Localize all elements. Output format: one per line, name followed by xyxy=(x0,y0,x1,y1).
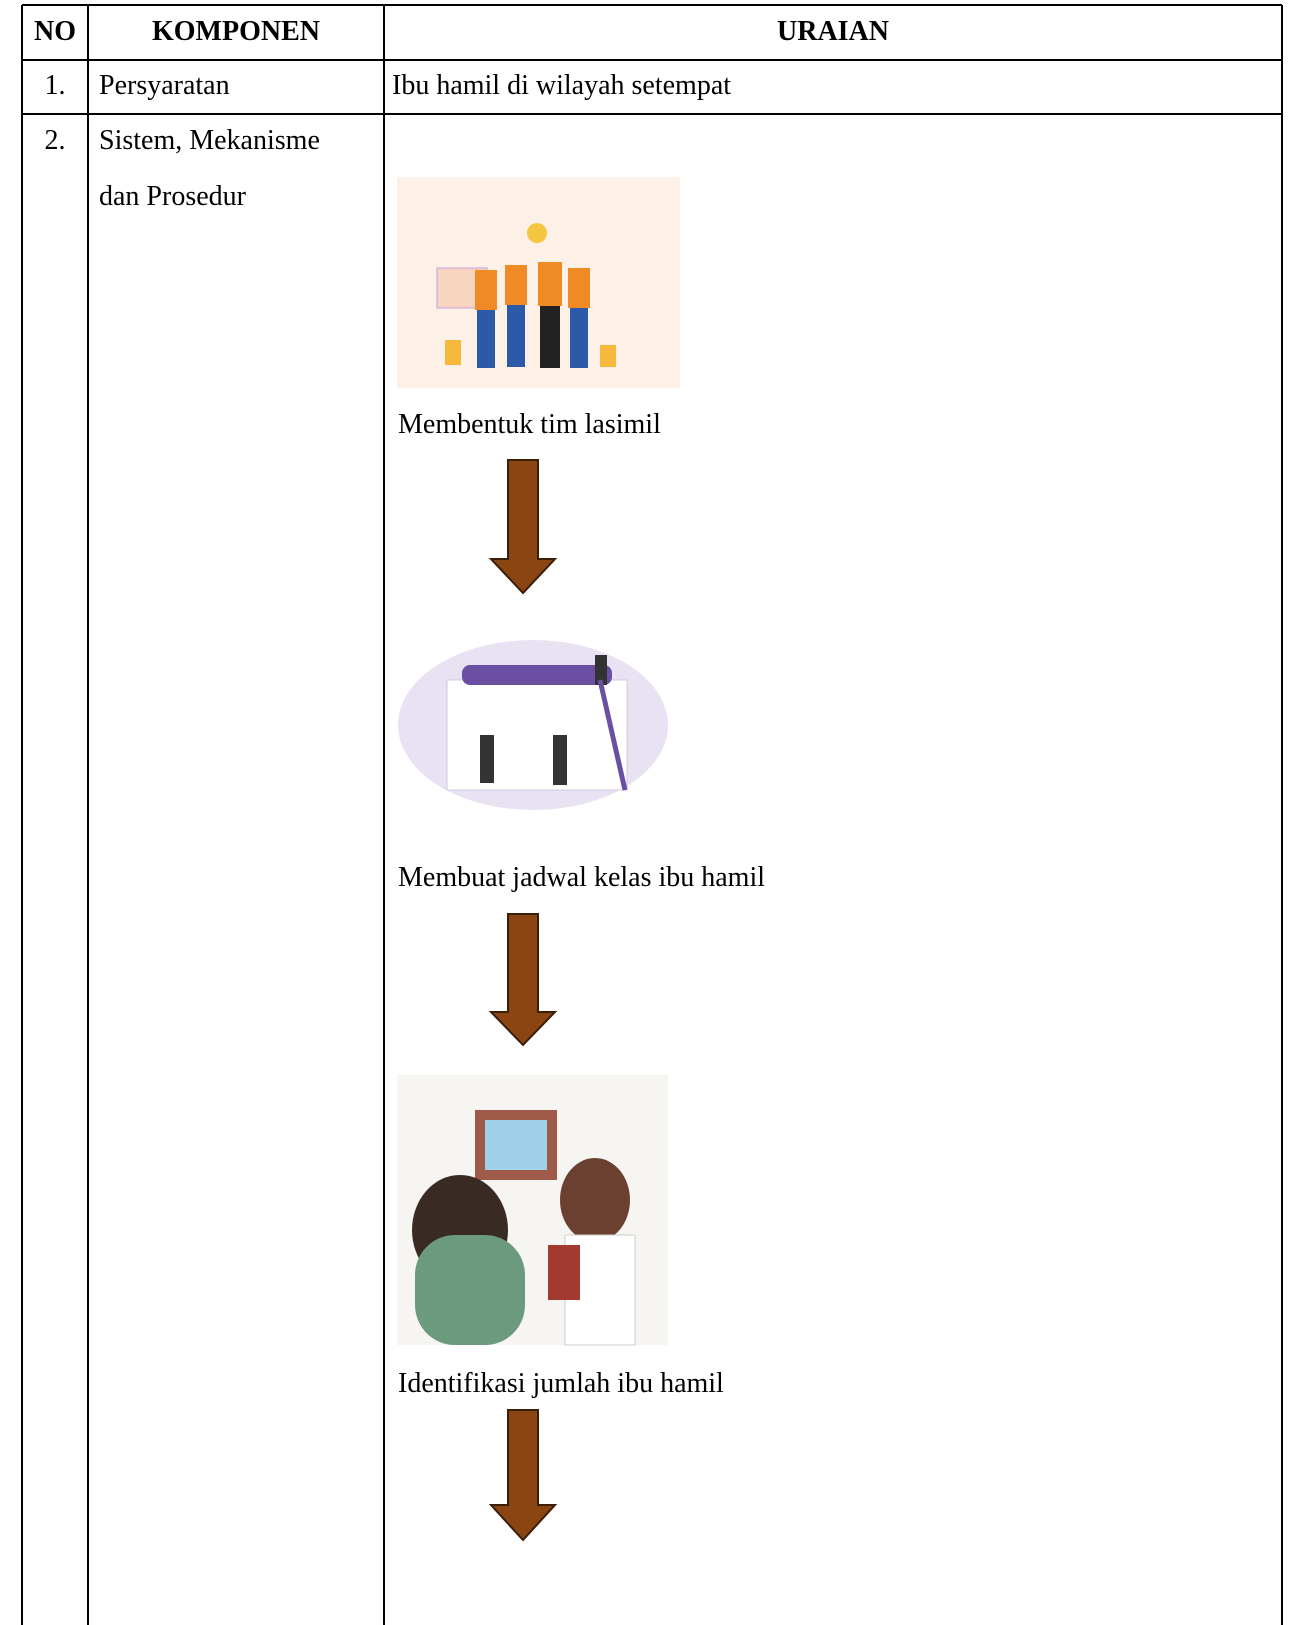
step-caption: Identifikasi jumlah ibu hamil xyxy=(398,1368,724,1399)
arrow xyxy=(488,1409,558,1542)
arrow xyxy=(488,913,558,1047)
cell: Persyaratan xyxy=(99,70,230,101)
cell: 2. xyxy=(44,125,66,156)
cell: Sistem, Mekanisme dan Prosedur xyxy=(99,125,320,212)
header-cell: NO xyxy=(34,16,76,47)
step-caption: Membuat jadwal kelas ibu hamil xyxy=(398,862,766,893)
arrows xyxy=(488,459,558,1542)
cell: Ibu hamil di wilayah setempat xyxy=(392,70,732,101)
header-cell: KOMPONEN xyxy=(152,16,320,47)
illustration xyxy=(397,177,680,388)
header-cell: URAIAN xyxy=(777,16,889,47)
illustration xyxy=(398,640,668,810)
cell: 1. xyxy=(44,70,66,101)
step-caption: Membentuk tim lasimil xyxy=(398,409,661,440)
illustration xyxy=(397,1075,668,1346)
arrow xyxy=(488,459,558,595)
